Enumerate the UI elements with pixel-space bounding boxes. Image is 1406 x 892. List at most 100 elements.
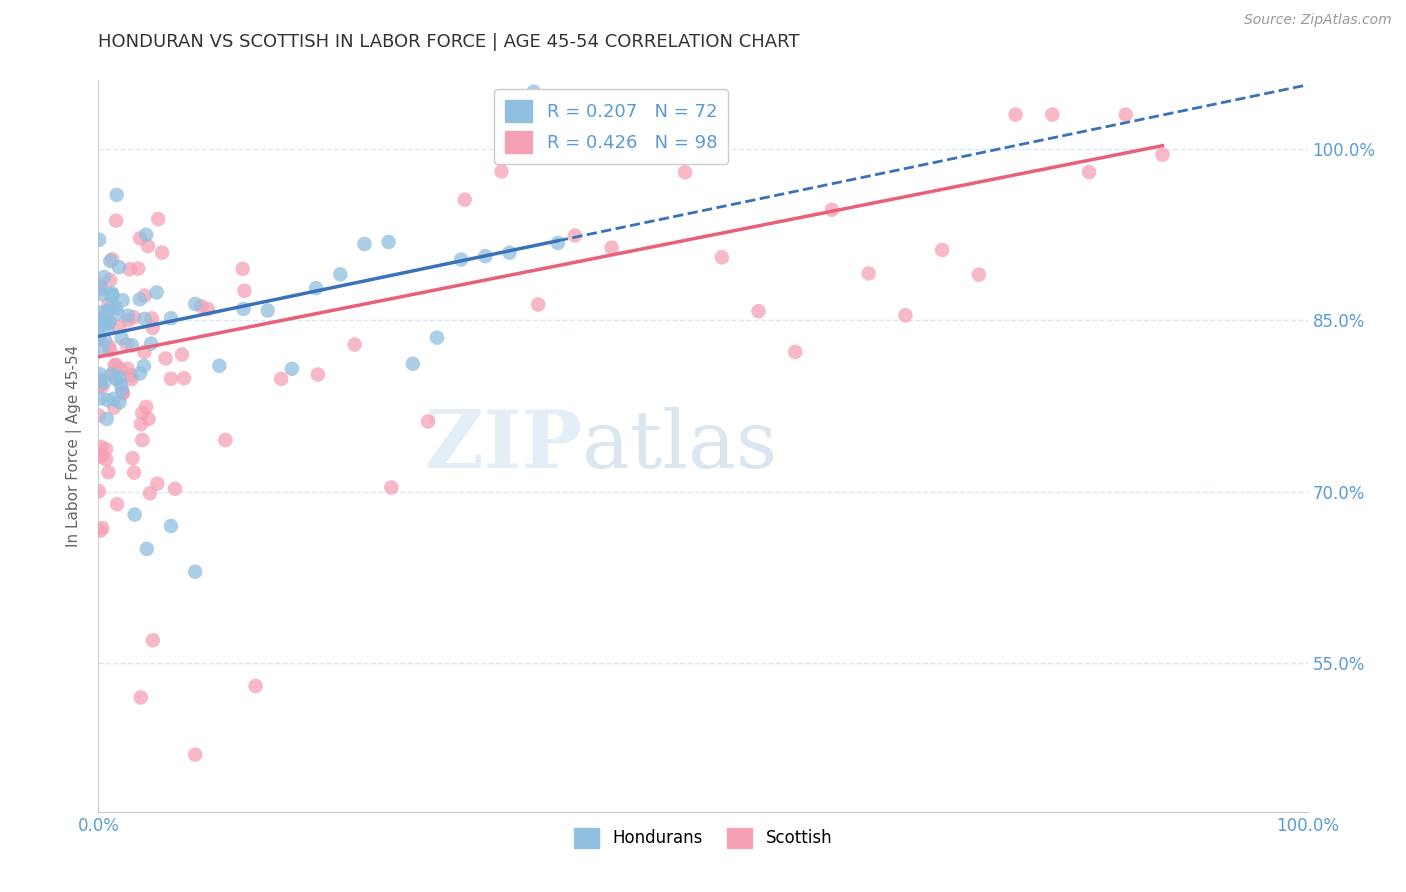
Point [190, 299, 212, 313]
Point [107, 369, 129, 384]
Point [170, 347, 193, 361]
Point [353, 237, 375, 252]
Point [564, 228, 586, 243]
Point [163, 482, 186, 496]
Point [97, 465, 120, 479]
Point [91, 287, 114, 301]
Point [122, 310, 145, 325]
Point [104, 371, 127, 385]
Point [89, 318, 111, 333]
Point [139, 336, 162, 351]
Point [967, 268, 990, 282]
Y-axis label: In Labor Force | Age 45-54: In Labor Force | Age 45-54 [66, 345, 83, 547]
Point [89, 376, 111, 391]
Point [329, 268, 352, 282]
Point [111, 385, 134, 400]
Point [232, 301, 254, 316]
Point [858, 267, 880, 281]
Point [94, 305, 117, 319]
Point [305, 281, 328, 295]
Point [135, 227, 157, 242]
Point [141, 311, 163, 326]
Point [547, 235, 569, 250]
Point [107, 306, 129, 320]
Point [98, 254, 121, 268]
Point [89, 278, 111, 293]
Point [105, 213, 128, 227]
Point [108, 260, 131, 275]
Point [93, 270, 115, 285]
Point [233, 284, 256, 298]
Point [146, 476, 169, 491]
Point [89, 392, 111, 406]
Point [821, 202, 844, 217]
Point [97, 297, 120, 311]
Point [1078, 165, 1101, 179]
Point [89, 333, 111, 347]
Point [111, 331, 134, 345]
Point [138, 412, 160, 426]
Point [129, 690, 152, 705]
Point [89, 450, 111, 464]
Point [108, 395, 131, 409]
Point [134, 288, 156, 302]
Point [128, 293, 150, 307]
Point [90, 342, 112, 356]
Point [747, 304, 769, 318]
Text: ZIP: ZIP [425, 407, 582, 485]
Point [1004, 107, 1026, 121]
Legend: Hondurans, Scottish: Hondurans, Scottish [567, 821, 839, 855]
Point [637, 107, 659, 121]
Point [110, 362, 132, 376]
Point [103, 392, 125, 406]
Point [96, 452, 118, 467]
Point [98, 315, 121, 329]
Point [124, 508, 146, 522]
Point [89, 367, 111, 381]
Point [101, 286, 124, 301]
Point [121, 338, 143, 352]
Point [1040, 107, 1063, 121]
Point [454, 193, 477, 207]
Point [90, 440, 112, 454]
Point [673, 165, 696, 179]
Point [491, 164, 513, 178]
Point [135, 400, 157, 414]
Point [214, 433, 236, 447]
Text: HONDURAN VS SCOTTISH IN LABOR FORCE | AGE 45-54 CORRELATION CHART: HONDURAN VS SCOTTISH IN LABOR FORCE | AG… [98, 33, 800, 51]
Point [104, 358, 127, 372]
Point [90, 280, 112, 294]
Point [115, 337, 138, 351]
Point [132, 359, 155, 373]
Point [129, 367, 152, 381]
Point [208, 359, 231, 373]
Point [127, 261, 149, 276]
Point [270, 372, 292, 386]
Point [148, 212, 170, 227]
Point [89, 233, 111, 247]
Text: atlas: atlas [582, 407, 778, 485]
Point [131, 433, 153, 447]
Point [93, 317, 115, 331]
Point [134, 345, 156, 359]
Point [122, 466, 145, 480]
Point [90, 282, 112, 296]
Point [112, 386, 135, 401]
Point [104, 359, 127, 373]
Point [117, 309, 139, 323]
Point [281, 361, 304, 376]
Point [131, 406, 153, 420]
Point [97, 319, 120, 334]
Point [91, 448, 114, 462]
Point [103, 401, 125, 415]
Point [377, 235, 399, 249]
Point [184, 747, 207, 762]
Point [600, 241, 623, 255]
Point [94, 333, 117, 347]
Point [416, 414, 439, 428]
Point [100, 300, 122, 314]
Point [110, 377, 132, 392]
Point [120, 368, 142, 383]
Point [402, 357, 425, 371]
Point [105, 497, 128, 511]
